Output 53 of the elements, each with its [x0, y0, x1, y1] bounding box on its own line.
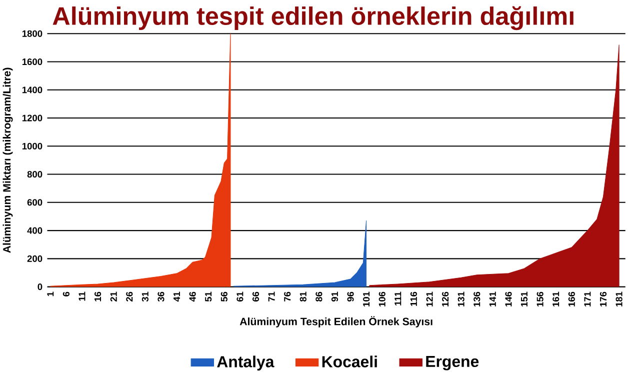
x-tick-label: 156 [536, 292, 544, 306]
x-tick-label: 21 [110, 292, 117, 302]
x-tick-label: 131 [458, 292, 464, 306]
x-tick-label: 31 [142, 292, 148, 302]
y-tick-label: 600 [27, 199, 42, 206]
x-tick-label: 166 [568, 292, 575, 306]
x-tick-label: 176 [600, 292, 607, 306]
x-tick-label: 181 [616, 292, 622, 306]
x-tick-label: 71 [268, 292, 275, 302]
y-tick-label: 1000 [22, 142, 42, 150]
x-tick-label: 91 [331, 292, 338, 302]
x-tick-label: 36 [158, 292, 164, 302]
legend-label: Antalya [217, 356, 274, 370]
x-tick-label: 121 [426, 292, 433, 306]
x-tick-label: 126 [442, 292, 449, 306]
y-tick-label: 400 [27, 227, 42, 234]
y-axis-title: Alüminyum Miktarı (mikrogram/Litre) [2, 68, 13, 253]
x-tick-label: 11 [78, 292, 86, 301]
y-tick-label: 1800 [22, 30, 42, 37]
x-tick-label: 66 [252, 292, 260, 302]
x-tick-label: 101 [363, 292, 370, 306]
x-tick-label: 81 [300, 292, 306, 302]
x-axis-title: Alüminyum Tespit Edilen Örnek Sayısı [240, 316, 432, 328]
y-tick-label: 1400 [22, 86, 42, 94]
x-tick-label: 76 [284, 292, 291, 302]
x-tick-label: 96 [347, 292, 354, 302]
x-tick-label: 151 [521, 292, 528, 306]
y-tick-label: 1600 [22, 58, 42, 66]
y-tick-label: 1200 [22, 114, 42, 122]
x-tick-label: 141 [489, 292, 496, 306]
x-tick-label: 26 [126, 292, 133, 302]
y-tick-label: 200 [27, 255, 42, 262]
x-tick-label: 106 [378, 292, 386, 306]
x-tick-label: 1 [47, 292, 54, 296]
x-tick-label: 6 [62, 292, 70, 296]
x-tick-label: 161 [552, 292, 560, 306]
x-tick-label: 136 [474, 292, 480, 306]
x-tick-label: 16 [94, 292, 102, 302]
x-tick-label: 61 [236, 292, 244, 302]
x-tick-label: 46 [189, 292, 196, 302]
x-tick-label: 111 [394, 292, 402, 306]
x-tick-label: 86 [316, 292, 322, 302]
y-tick-label: 0 [38, 283, 42, 290]
x-tick-label: 116 [410, 292, 417, 306]
legend-label: Kocaeli [322, 356, 377, 368]
legend-label: Ergene [426, 356, 479, 370]
chart-title: Alüminyum tespit edilen örneklerin dağılımı [52, 6, 574, 30]
x-tick-label: 51 [205, 292, 212, 302]
y-tick-label: 800 [27, 170, 42, 178]
x-tick-label: 41 [174, 292, 180, 302]
x-tick-label: 56 [220, 292, 228, 302]
x-tick-label: 171 [584, 292, 591, 306]
x-tick-label: 146 [505, 292, 512, 306]
